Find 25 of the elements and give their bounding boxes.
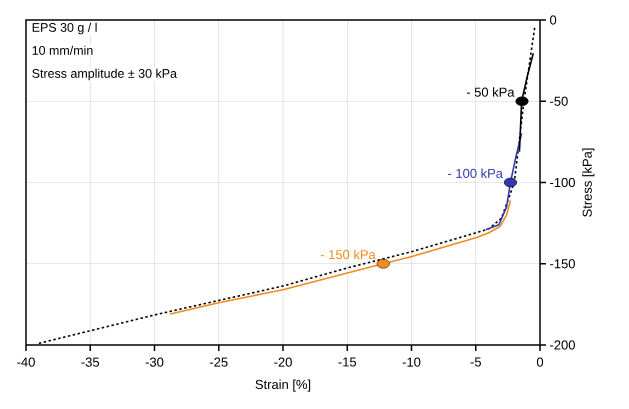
annotation: EPS 30 g / l (32, 22, 97, 34)
annotation: - 100 kPa (448, 168, 503, 178)
x-tick-label: -35 (81, 358, 100, 367)
x-tick-label: -5 (470, 358, 481, 367)
point (376, 259, 390, 268)
x-tick-label: -25 (210, 358, 228, 367)
x-tick-label: 0 (536, 358, 544, 367)
y-axis-title: Stress [kPa] (582, 148, 594, 217)
annotation: - 50 kPa (466, 87, 514, 97)
annotation: 10 mm/min (32, 46, 92, 55)
x-tick-label: -15 (338, 358, 356, 367)
x-tick-label: -10 (402, 358, 420, 367)
point (504, 178, 517, 188)
y-tick-label: 0 (550, 15, 556, 25)
y-tick-label: -200 (550, 340, 575, 350)
x-axis-title: Strain [%] (256, 380, 310, 392)
y-tick-label: -150 (550, 259, 575, 268)
x-tick-label: -30 (146, 358, 164, 367)
x-tick-label: -40 (17, 358, 35, 367)
x-tick-label: -20 (274, 358, 292, 367)
y-tick-label: -50 (550, 96, 568, 106)
y-tick-label: -100 (550, 178, 575, 188)
line-series (169, 200, 512, 315)
annotation: - 150 kPa (320, 250, 376, 260)
annotation: Stress amplitude ± 30 kPa (32, 68, 177, 80)
